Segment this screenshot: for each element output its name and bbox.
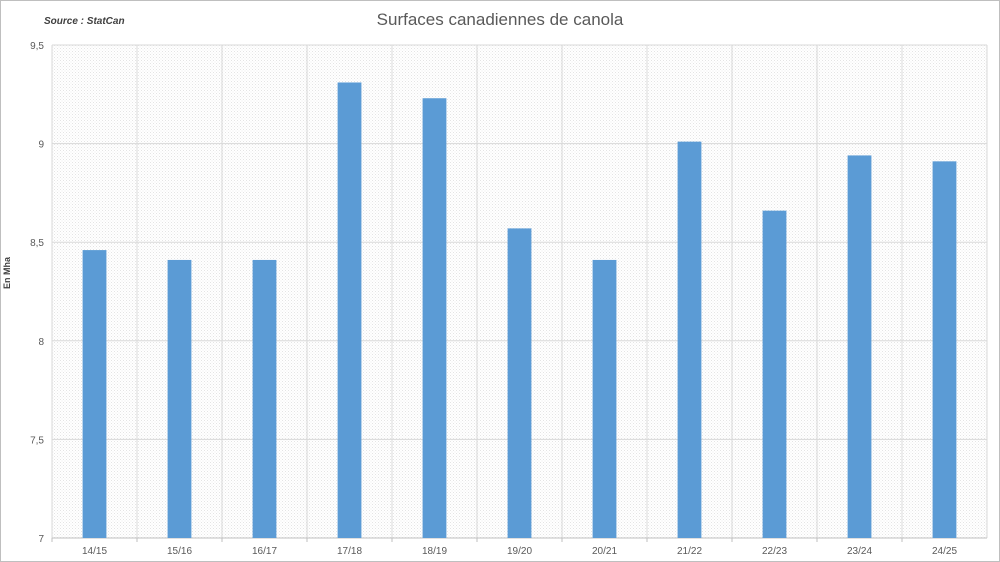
x-tick-label: 14/15 — [82, 546, 107, 557]
x-tick-label: 17/18 — [337, 546, 362, 557]
bar-14-15 — [82, 250, 107, 538]
bar-19-20 — [507, 228, 532, 538]
x-tick-label: 20/21 — [592, 546, 617, 557]
y-tick-label: 7 — [38, 534, 44, 545]
x-tick-label: 15/16 — [167, 546, 192, 557]
x-tick-label: 19/20 — [507, 546, 532, 557]
x-tick-label: 21/22 — [677, 546, 702, 557]
bar-15-16 — [167, 259, 192, 538]
x-tick-label: 23/24 — [847, 546, 872, 557]
bar-23-24 — [847, 155, 872, 538]
y-tick-label: 9,5 — [30, 41, 44, 52]
bar-22-23 — [762, 210, 787, 538]
x-tick-label: 22/23 — [762, 546, 787, 557]
x-tick-label: 18/19 — [422, 546, 447, 557]
bar-21-22 — [677, 141, 702, 539]
bar-24-25 — [932, 161, 957, 538]
bar-20-21 — [592, 259, 617, 538]
source-note: Source : StatCan — [44, 16, 125, 27]
bar-18-19 — [422, 98, 447, 538]
bar-17-18 — [337, 82, 362, 538]
x-tick-label: 24/25 — [932, 546, 957, 557]
bar-16-17 — [252, 259, 277, 538]
x-tick-label: 16/17 — [252, 546, 277, 557]
y-tick-label: 7,5 — [30, 435, 44, 446]
y-tick-label: 8 — [38, 337, 44, 348]
y-tick-label: 9 — [38, 140, 44, 151]
y-tick-label: 8,5 — [30, 238, 44, 249]
chart-title: Surfaces canadiennes de canola — [376, 10, 624, 29]
